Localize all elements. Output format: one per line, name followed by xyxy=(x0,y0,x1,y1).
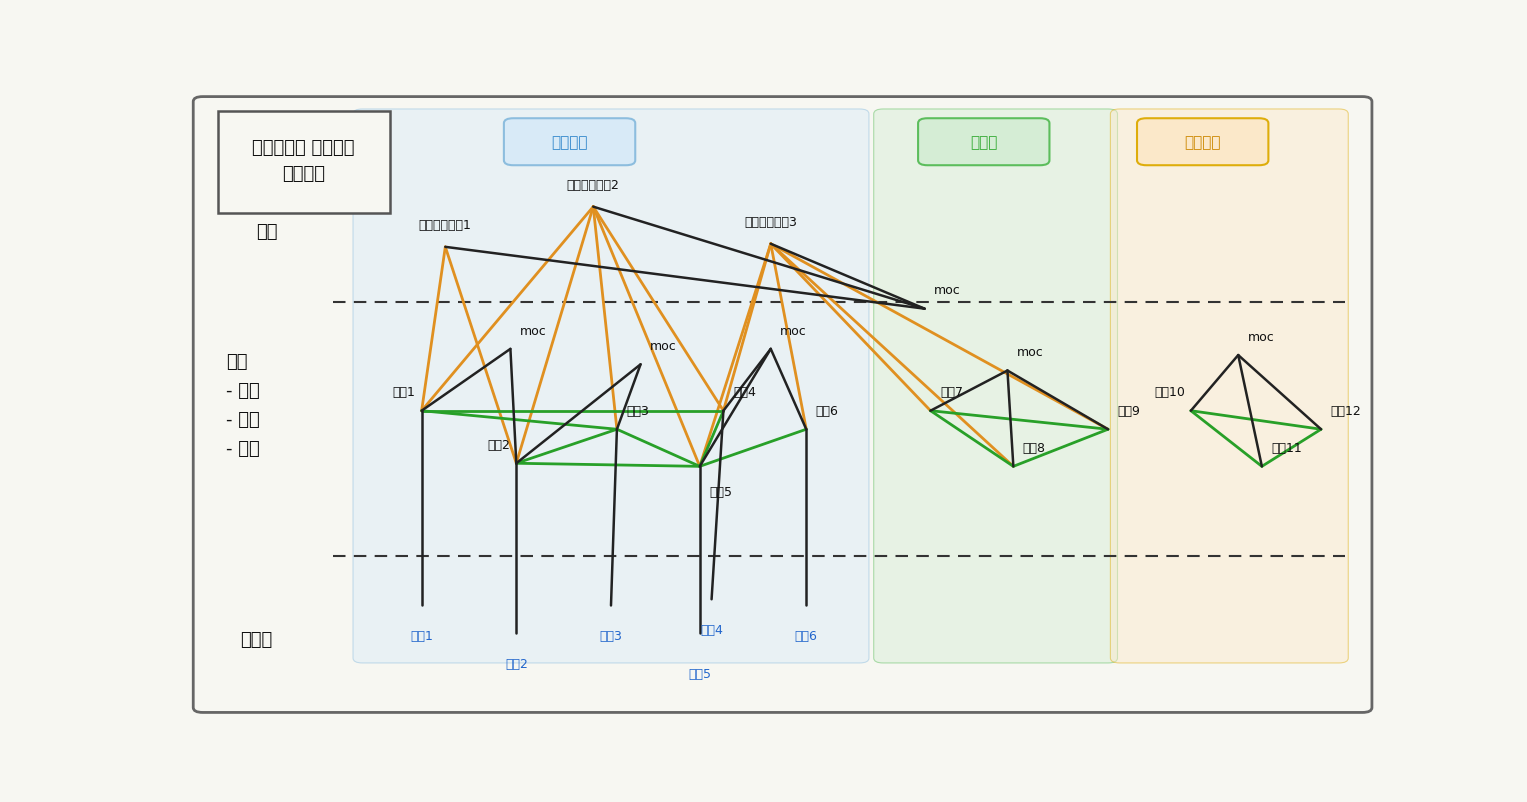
FancyBboxPatch shape xyxy=(353,110,869,663)
Text: 메모8: 메모8 xyxy=(1023,441,1046,455)
FancyBboxPatch shape xyxy=(1110,110,1348,663)
Text: 문서1: 문서1 xyxy=(411,630,434,642)
Text: 프로젝트문서2: 프로젝트문서2 xyxy=(567,179,620,192)
FancyBboxPatch shape xyxy=(218,111,389,213)
Text: 메모4: 메모4 xyxy=(733,386,756,399)
FancyBboxPatch shape xyxy=(873,110,1118,663)
Text: 메모11: 메모11 xyxy=(1272,441,1303,455)
Text: 문서5: 문서5 xyxy=(689,667,712,680)
Text: 문서6: 문서6 xyxy=(796,630,817,642)
Text: 문서3: 문서3 xyxy=(600,630,623,642)
Text: moc: moc xyxy=(935,284,960,297)
FancyBboxPatch shape xyxy=(504,119,635,166)
Text: 프로젝트: 프로젝트 xyxy=(551,135,588,150)
Text: 메모3: 메모3 xyxy=(626,404,649,417)
Text: 산출: 산출 xyxy=(257,223,278,241)
Text: moc: moc xyxy=(519,324,547,337)
Text: 메모6: 메모6 xyxy=(815,404,838,417)
Text: 메모10: 메모10 xyxy=(1154,386,1185,399)
Text: 아카이브: 아카이브 xyxy=(1185,135,1222,150)
Text: moc: moc xyxy=(780,324,806,337)
Text: 메모9: 메모9 xyxy=(1118,404,1141,417)
Text: moc: moc xyxy=(1017,346,1043,358)
Text: 리소스: 리소스 xyxy=(970,135,997,150)
Text: 인박스: 인박스 xyxy=(241,630,273,649)
Text: 메모12: 메모12 xyxy=(1330,404,1361,417)
Text: 프로젝트문서3: 프로젝트문서3 xyxy=(744,216,797,229)
Text: 메모2: 메모2 xyxy=(487,439,510,452)
FancyBboxPatch shape xyxy=(1138,119,1269,166)
Text: 제텔카스텐 방법론의
계층구조: 제텔카스텐 방법론의 계층구조 xyxy=(252,139,354,183)
Text: 문서2: 문서2 xyxy=(505,657,528,670)
Text: moc: moc xyxy=(651,339,676,353)
Text: 프로젝트문서1: 프로젝트문서1 xyxy=(418,219,472,232)
FancyBboxPatch shape xyxy=(918,119,1049,166)
Text: 메모1: 메모1 xyxy=(392,386,415,399)
Text: 메모7: 메모7 xyxy=(941,386,964,399)
Text: 메모
- 요약
- 연결
- 확장: 메모 - 요약 - 연결 - 확장 xyxy=(226,352,260,458)
Text: 메모5: 메모5 xyxy=(709,485,733,498)
Text: moc: moc xyxy=(1248,330,1275,343)
Text: 문서4: 문서4 xyxy=(701,623,722,636)
